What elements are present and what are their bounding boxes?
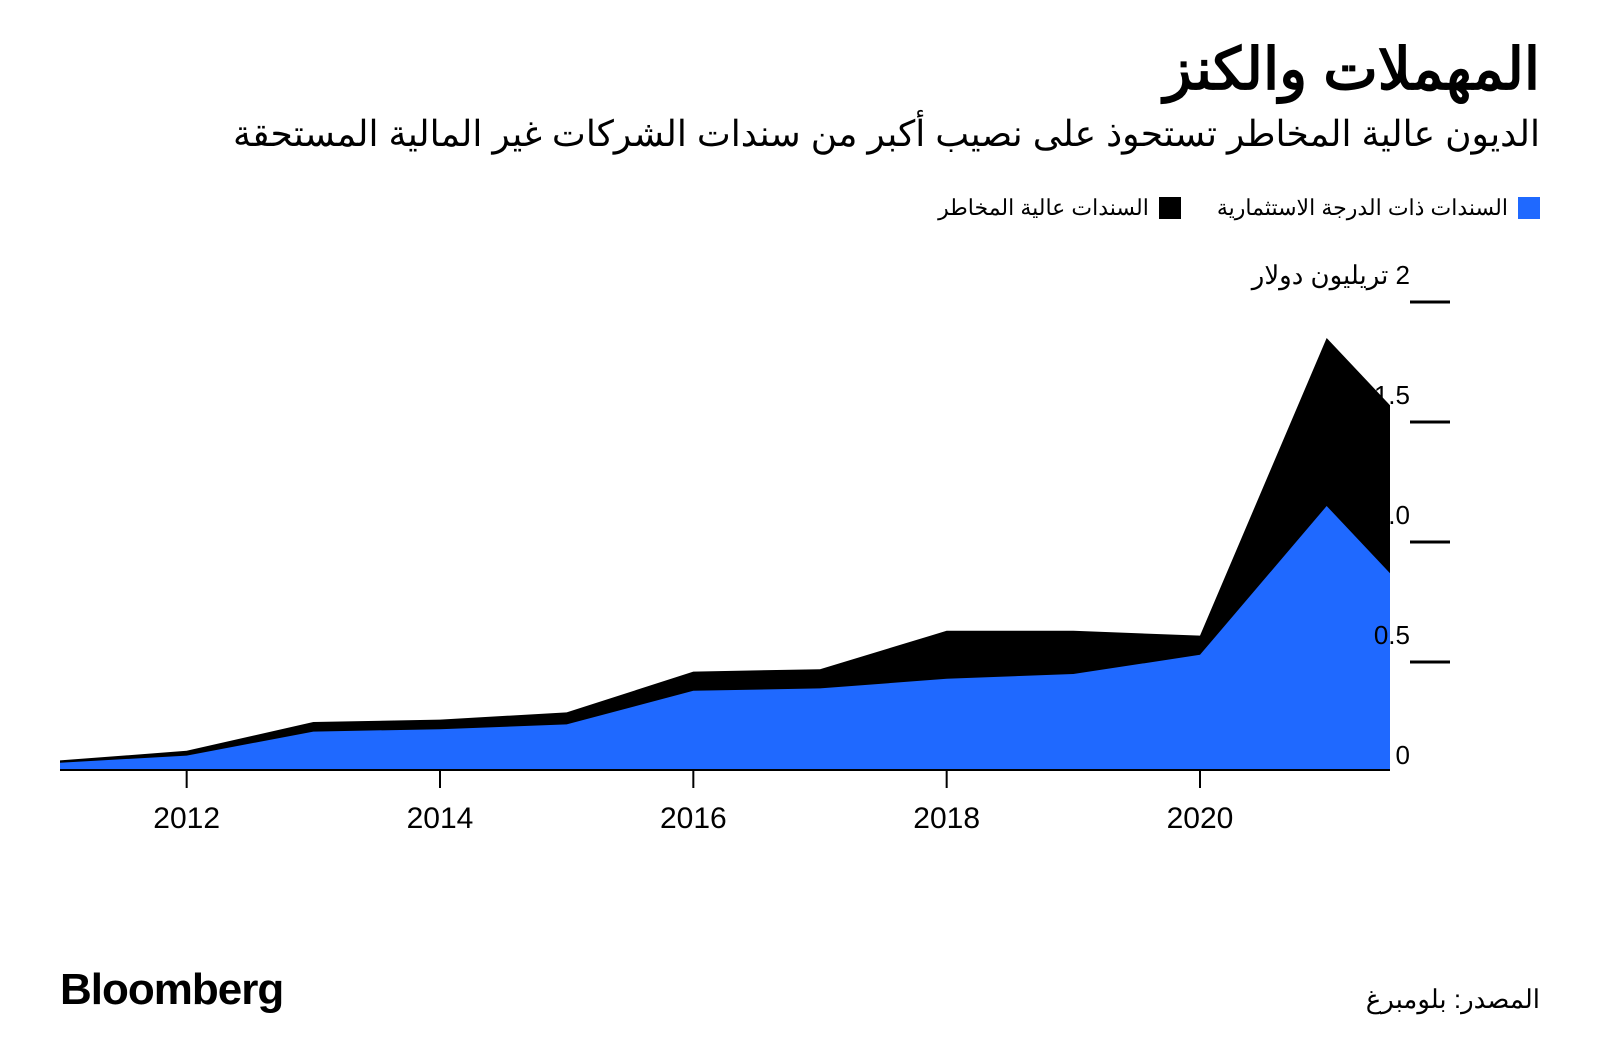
legend-swatch-investment-grade bbox=[1518, 197, 1540, 219]
y-tick-label: 1.0 bbox=[1374, 500, 1410, 530]
bloomberg-logo: Bloomberg bbox=[60, 965, 283, 1015]
x-tick-label: 2018 bbox=[913, 802, 980, 835]
x-tick-label: 2020 bbox=[1167, 802, 1234, 835]
chart-footer: Bloomberg المصدر: بلومبرغ bbox=[60, 965, 1540, 1015]
y-tick-label: 0.5 bbox=[1374, 620, 1410, 650]
legend-swatch-high-yield bbox=[1159, 197, 1181, 219]
legend-label-high-yield: السندات عالية المخاطر bbox=[938, 195, 1149, 221]
chart-subtitle: الديون عالية المخاطر تستحوذ على نصيب أكب… bbox=[60, 111, 1540, 158]
x-axis: 2012 2014 2016 2018 2020 bbox=[153, 770, 1233, 835]
x-tick-label: 2014 bbox=[407, 802, 474, 835]
plot-area bbox=[60, 338, 1390, 770]
chart-title: المهملات والكنز bbox=[60, 40, 1540, 101]
source-text: المصدر: بلومبرغ bbox=[1366, 984, 1540, 1015]
legend-item-investment-grade: السندات ذات الدرجة الاستثمارية bbox=[1217, 195, 1540, 221]
chart-legend: السندات ذات الدرجة الاستثمارية السندات ع… bbox=[938, 195, 1540, 221]
chart-header: المهملات والكنز الديون عالية المخاطر تست… bbox=[60, 40, 1540, 158]
chart-page: المهملات والكنز الديون عالية المخاطر تست… bbox=[0, 0, 1600, 1055]
legend-item-high-yield: السندات عالية المخاطر bbox=[938, 195, 1181, 221]
chart-plot-container: 00.51.01.52 تريليون دولار 20122014201620… bbox=[60, 260, 1540, 880]
y-tick-label: 1.5 bbox=[1374, 380, 1410, 410]
y-tick-label: 2 تريليون دولار bbox=[1250, 260, 1410, 291]
y-tick-label: 0 bbox=[1396, 740, 1410, 770]
x-tick-label: 2012 bbox=[153, 802, 220, 835]
legend-label-investment-grade: السندات ذات الدرجة الاستثمارية bbox=[1217, 195, 1508, 221]
x-tick-label: 2016 bbox=[660, 802, 727, 835]
chart-svg: 00.51.01.52 تريليون دولار 20122014201620… bbox=[60, 260, 1540, 880]
